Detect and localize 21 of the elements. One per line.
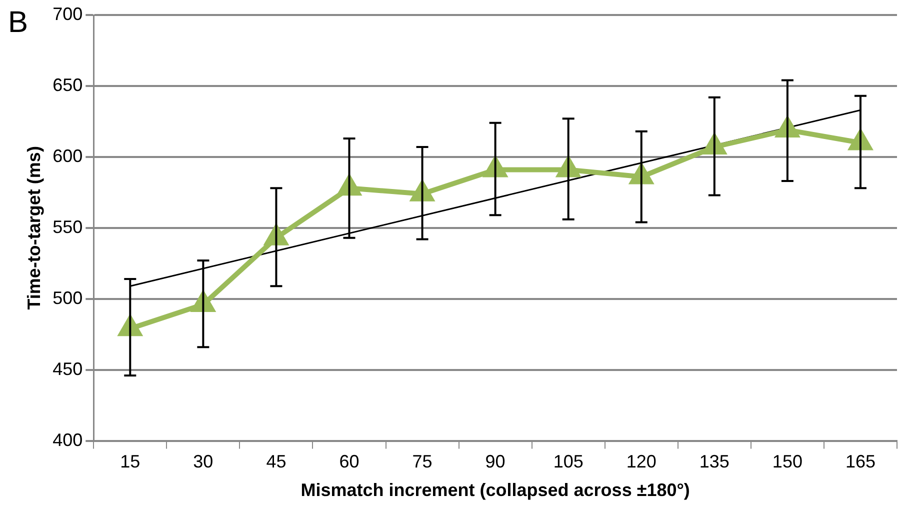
x-tick-label: 120 bbox=[626, 452, 656, 472]
y-tick-label: 450 bbox=[52, 358, 83, 379]
x-tick-label: 45 bbox=[266, 452, 286, 472]
y-tick-label: 400 bbox=[52, 430, 83, 450]
x-tick-label: 150 bbox=[772, 452, 802, 472]
x-tick-label: 30 bbox=[193, 452, 214, 472]
y-tick-label: 550 bbox=[52, 216, 83, 237]
x-tick-label: 75 bbox=[412, 452, 432, 472]
x-tick-label: 105 bbox=[553, 452, 584, 472]
y-tick-label: 650 bbox=[52, 74, 83, 95]
y-tick-label: 500 bbox=[52, 288, 83, 308]
x-tick-label: 15 bbox=[120, 452, 140, 472]
x-tick-label: 135 bbox=[699, 452, 730, 472]
y-axis-title: Time-to-target (ms) bbox=[24, 146, 44, 310]
x-tick-label: 165 bbox=[845, 452, 876, 472]
y-tick-label: 600 bbox=[52, 146, 83, 166]
text: B bbox=[8, 6, 28, 40]
x-tick-label: 90 bbox=[485, 452, 506, 472]
x-axis-title: Mismatch increment (collapsed across ±180°) bbox=[300, 480, 690, 500]
y-tick-label: 700 bbox=[52, 4, 83, 24]
x-tick-label: 60 bbox=[339, 452, 360, 472]
